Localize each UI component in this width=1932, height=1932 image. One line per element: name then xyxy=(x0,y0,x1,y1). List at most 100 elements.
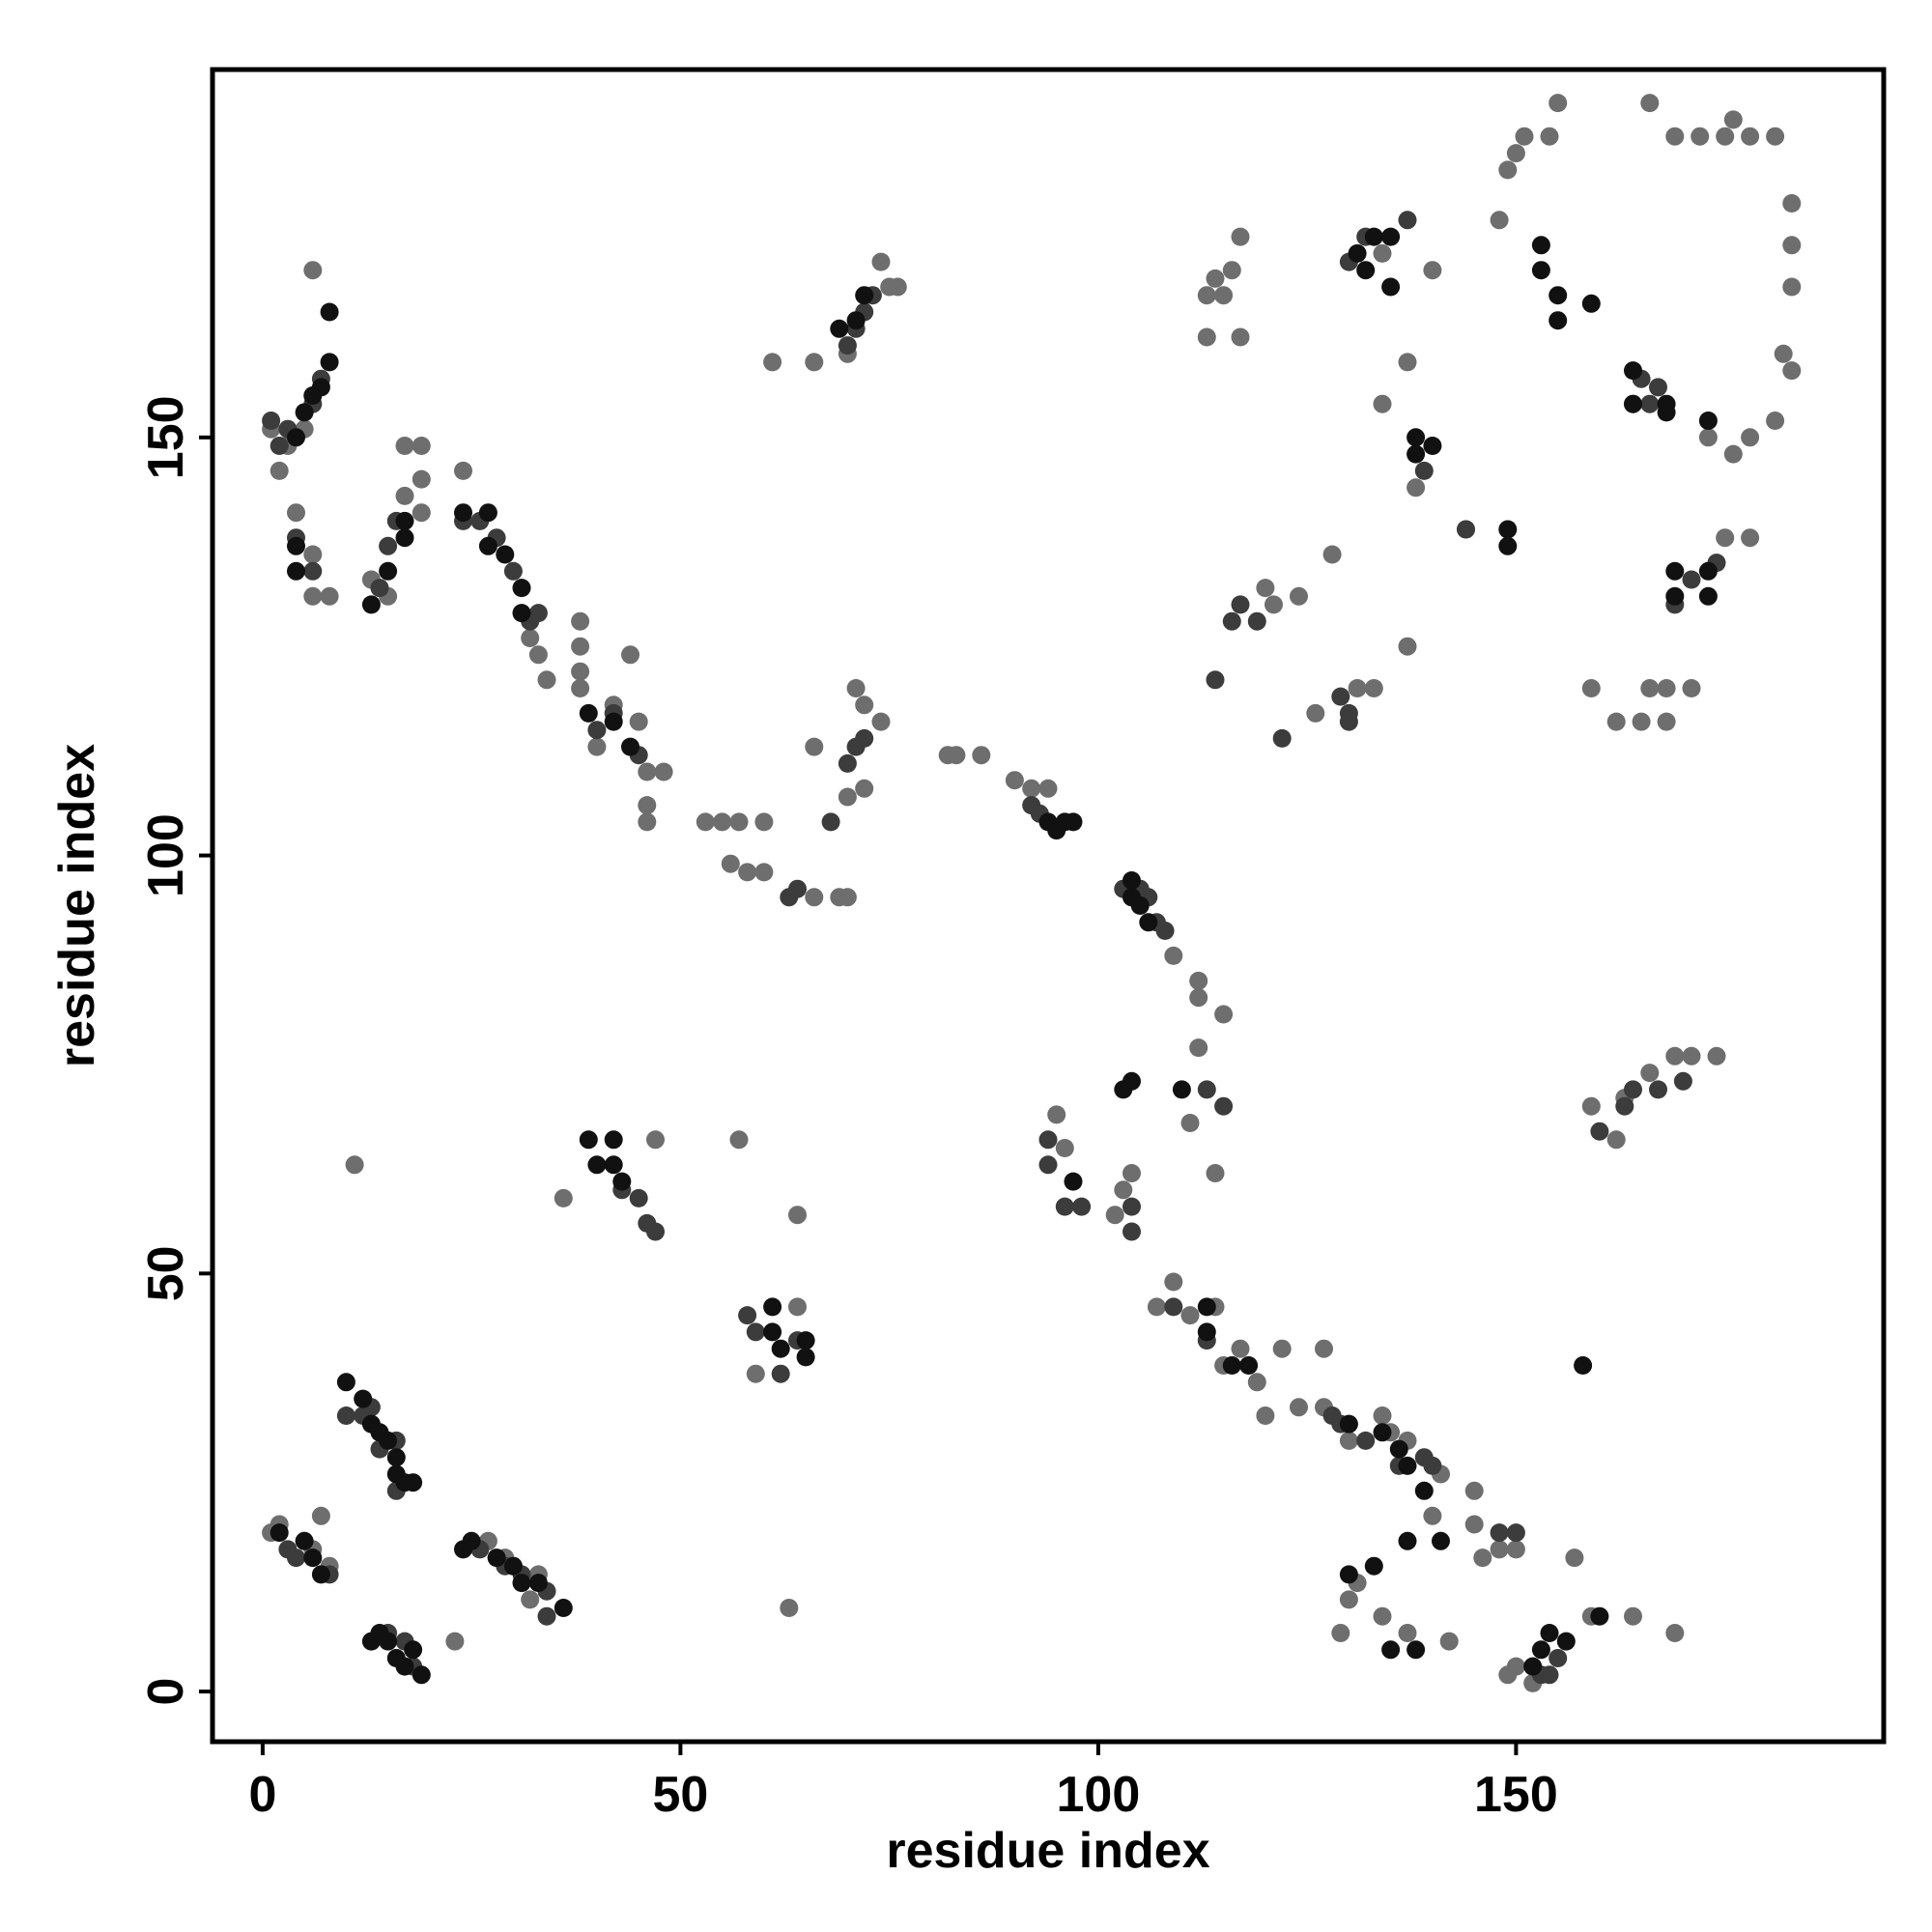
y-tick-label: 150 xyxy=(138,395,194,479)
contact-point-dark xyxy=(1540,1624,1559,1642)
contact-point-light xyxy=(871,252,891,271)
contact-point-light xyxy=(521,1590,540,1609)
contact-point-mid xyxy=(1197,1080,1216,1099)
contact-point-light xyxy=(554,1188,573,1208)
contact-point-light xyxy=(1047,1105,1066,1124)
contact-point-mid xyxy=(1548,1649,1568,1667)
contact-point-mid xyxy=(587,721,607,740)
contact-point-mid xyxy=(738,1306,757,1325)
contact-point-light xyxy=(1632,712,1651,731)
contact-point-light xyxy=(303,261,323,280)
contact-point-mid xyxy=(528,604,548,623)
contact-point-light xyxy=(1231,327,1250,347)
contact-point-light xyxy=(621,645,639,665)
contact-point-light xyxy=(537,670,556,690)
contact-point-light xyxy=(1197,286,1216,305)
contact-point-light xyxy=(454,461,472,480)
contact-point-mid xyxy=(1590,1122,1609,1141)
contact-point-dark xyxy=(395,511,414,530)
contact-point-dark xyxy=(1406,428,1426,447)
contact-point-light xyxy=(1498,160,1518,180)
x-tick-label: 150 xyxy=(1474,1767,1558,1823)
contact-point-dark xyxy=(336,1373,355,1392)
contact-point-dark xyxy=(1698,412,1718,430)
contact-point-dark xyxy=(386,1448,406,1467)
y-tick-label: 50 xyxy=(138,1245,194,1301)
contact-point-dark xyxy=(1698,586,1718,606)
contact-point-dark xyxy=(1574,1356,1593,1375)
contact-point-light xyxy=(805,737,824,756)
contact-point-dark xyxy=(771,1339,790,1358)
contact-point-light xyxy=(1197,327,1216,347)
contact-point-light xyxy=(1406,478,1426,497)
contact-point-dark xyxy=(1381,1640,1401,1660)
contact-point-light xyxy=(1189,988,1208,1008)
y-tick-label: 0 xyxy=(138,1678,194,1706)
contact-point-mid xyxy=(1414,461,1434,480)
contact-point-mid xyxy=(1615,1096,1634,1116)
contact-point-light xyxy=(1506,1657,1525,1676)
contact-point-light xyxy=(1373,394,1392,413)
contact-point-mid xyxy=(1038,1130,1058,1150)
contact-point-dark xyxy=(1548,311,1568,330)
contact-point-dark xyxy=(404,1473,423,1492)
contact-point-light xyxy=(1398,637,1417,656)
contact-point-light xyxy=(1606,712,1626,731)
contact-point-light xyxy=(412,437,431,455)
contact-point-dark xyxy=(1398,1456,1417,1475)
contact-point-dark xyxy=(303,1548,323,1568)
contact-point-dark xyxy=(404,1640,423,1660)
contact-point-dark xyxy=(1339,1565,1358,1584)
contact-point-light xyxy=(412,503,431,523)
contact-point-light xyxy=(654,762,673,781)
contact-point-dark xyxy=(1665,561,1685,581)
contact-point-light xyxy=(1698,428,1718,447)
contact-point-light xyxy=(1373,1606,1392,1626)
contact-point-dark xyxy=(1665,586,1685,606)
contact-point-mid xyxy=(838,336,857,355)
contact-point-mid xyxy=(1155,922,1175,940)
contact-point-light xyxy=(1657,679,1676,697)
contact-point-mid xyxy=(1398,211,1417,230)
contact-point-mid xyxy=(838,753,857,773)
contact-point-light xyxy=(303,586,323,606)
contact-point-dark xyxy=(1581,294,1601,313)
contact-point-light xyxy=(1348,679,1367,697)
contact-point-light xyxy=(1774,344,1793,363)
contact-point-mid xyxy=(1339,703,1358,723)
axes-layer: 0 50 100 150 0 50 100 150 xyxy=(138,395,1558,1823)
contact-point-light xyxy=(846,679,866,697)
contact-point-mid xyxy=(821,812,840,832)
contact-point-dark xyxy=(354,1389,373,1408)
contact-point-dark xyxy=(1698,561,1718,581)
contact-point-mid xyxy=(1331,687,1350,706)
contact-point-light xyxy=(1548,94,1568,113)
contact-point-dark xyxy=(763,1322,782,1342)
contact-point-dark xyxy=(1064,812,1083,832)
contact-point-mid xyxy=(1506,1523,1525,1543)
contact-point-light xyxy=(1540,127,1559,146)
contact-point-light xyxy=(1640,679,1660,697)
contact-point-dark xyxy=(478,503,497,523)
contact-point-mid xyxy=(379,536,398,555)
contact-point-dark xyxy=(320,302,339,322)
contact-point-dark xyxy=(1556,1632,1576,1651)
contact-point-dark xyxy=(1498,520,1518,539)
contact-point-mid xyxy=(537,1606,556,1626)
contact-point-dark xyxy=(830,319,849,338)
contact-point-mid xyxy=(336,1406,355,1425)
contact-point-dark xyxy=(1364,1556,1383,1576)
contact-point-dark xyxy=(604,712,623,731)
contact-point-light xyxy=(1640,94,1660,113)
contact-point-light xyxy=(528,645,548,665)
contact-point-light xyxy=(1231,1339,1250,1358)
x-tick-label: 50 xyxy=(652,1767,708,1823)
contact-point-mid xyxy=(1540,1665,1559,1685)
contact-point-light xyxy=(788,1297,807,1317)
contact-point-light xyxy=(1122,1164,1141,1182)
contact-point-mid xyxy=(262,412,281,430)
contact-point-mid xyxy=(1222,611,1241,631)
contact-point-dark xyxy=(1222,1356,1241,1375)
contact-point-light xyxy=(1398,353,1417,372)
contact-point-light xyxy=(1707,1046,1726,1065)
